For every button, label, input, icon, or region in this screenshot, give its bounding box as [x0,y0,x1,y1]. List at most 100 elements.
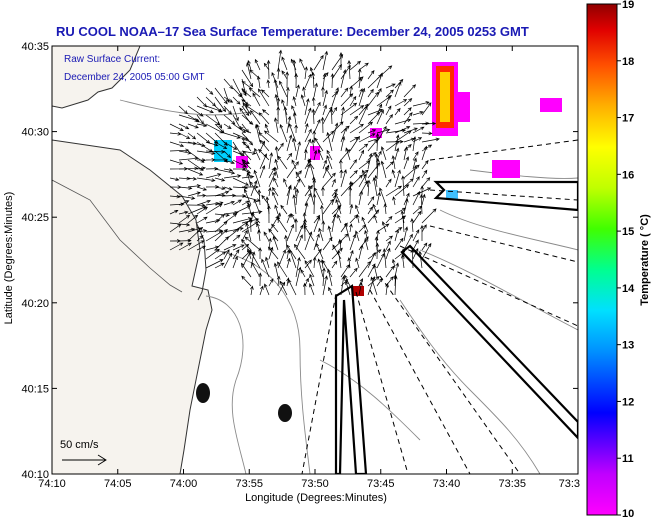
current-vector-arrow [169,223,182,233]
current-vector-arrow [214,201,224,206]
current-vector-arrow [304,98,310,116]
current-vector-arrow [232,217,253,224]
current-vector-arrow [403,233,413,251]
current-vector-arrow [273,78,279,98]
current-vector-arrow [274,204,279,215]
current-vector-arrow [259,165,266,179]
current-vector-arrow [330,73,335,89]
current-vector-arrow [241,99,252,107]
current-vector-arrow [344,274,351,287]
current-vector-arrow [258,112,270,125]
current-vector-arrow [246,248,252,260]
y-tick-label: 40:20 [21,298,49,310]
current-vector-arrow [313,101,321,116]
current-vector-arrow [412,157,417,170]
current-vector-arrow [376,252,385,269]
colorbar-tick-label: 18 [622,56,634,68]
current-vector-arrow [367,108,384,116]
current-vector-arrow [337,214,342,224]
current-vector-arrow [349,159,357,170]
current-vector-arrow [380,146,387,161]
current-vector-arrow [421,131,433,136]
current-vector-arrow [311,71,315,89]
current-vector-arrow [286,152,293,161]
current-vector-arrow [403,98,413,107]
current-vector-arrow [292,59,297,80]
current-vector-arrow [326,149,333,161]
current-vector-arrow [367,209,380,224]
current-vector-arrow [358,62,369,71]
current-vector-arrow [349,135,360,152]
current-vector-arrow [232,199,242,206]
current-vector-arrow [223,141,238,150]
current-vector-arrow [187,205,207,215]
current-vector-arrow [214,96,227,113]
current-vector-arrow [385,105,392,116]
current-vector-arrow [367,276,380,287]
current-vector-arrow [196,166,206,171]
current-vector-arrow [403,84,417,98]
current-vector-arrow [358,105,368,125]
current-vector-arrow [313,216,321,233]
current-vector-arrow [223,168,233,172]
current-vector-arrow [205,228,223,233]
current-vector-arrow [376,158,380,179]
current-vector-arrow [375,133,380,152]
current-vector-arrow [273,166,279,179]
current-vector-arrow [347,60,352,80]
current-vector-arrow [232,177,250,186]
current-vector-arrow [385,185,403,197]
current-vector-arrow [169,222,191,227]
current-vector-arrow [403,156,410,170]
current-vector-arrow [313,149,318,161]
current-vector-arrow [322,172,336,188]
current-vector-arrow [272,235,279,251]
current-vector-arrow [248,87,261,98]
current-vector-arrow [196,229,208,233]
current-vector-arrow [249,181,261,197]
current-vector-arrow [264,123,270,134]
current-vector-arrow [294,73,299,89]
current-vector-arrow [322,89,328,107]
colorbar-tick-label: 16 [622,169,634,181]
current-vector-arrow [281,70,288,80]
current-vector-arrow [187,214,199,224]
current-vector-arrow [259,285,264,296]
current-vector-arrow [257,189,262,206]
current-vector-arrow [232,234,241,242]
current-vector-arrow [302,220,307,242]
current-vector-arrow [205,203,223,215]
current-vector-arrow [307,158,315,179]
current-vector-arrow [205,248,220,260]
current-vector-arrow [340,87,349,98]
current-vector-arrow [374,174,378,188]
current-vector-arrow [223,159,235,165]
current-vector-arrow [358,103,369,116]
current-vector-arrow [376,87,382,98]
current-vector-arrow [382,248,387,269]
current-vector-arrow [241,175,255,179]
current-vector-arrow [394,237,404,251]
current-vector-arrow [421,102,432,116]
current-vector-arrow [250,212,261,224]
current-vector-arrow [292,112,297,125]
current-vector-arrow [345,147,351,161]
current-vector-arrow [403,198,409,215]
current-vector-arrow [169,159,184,165]
y-tick-label: 40:25 [21,212,49,224]
current-vector-arrow [254,147,261,161]
current-vector-arrow [223,200,235,206]
current-vector-arrow [169,141,185,148]
current-vector-arrow [187,184,201,188]
current-vector-arrow [335,198,342,215]
current-vector-arrow [178,176,191,181]
current-vector-arrow [394,134,400,152]
current-vector-arrow [331,87,339,107]
current-vector-arrow [304,149,308,161]
current-vector-arrow [412,121,430,126]
colorbar-tick-label: 15 [622,226,634,238]
current-vector-arrow [379,187,387,206]
current-vector-arrow [311,139,315,152]
current-vector-arrow [196,105,214,114]
current-vector-arrow [214,157,229,162]
